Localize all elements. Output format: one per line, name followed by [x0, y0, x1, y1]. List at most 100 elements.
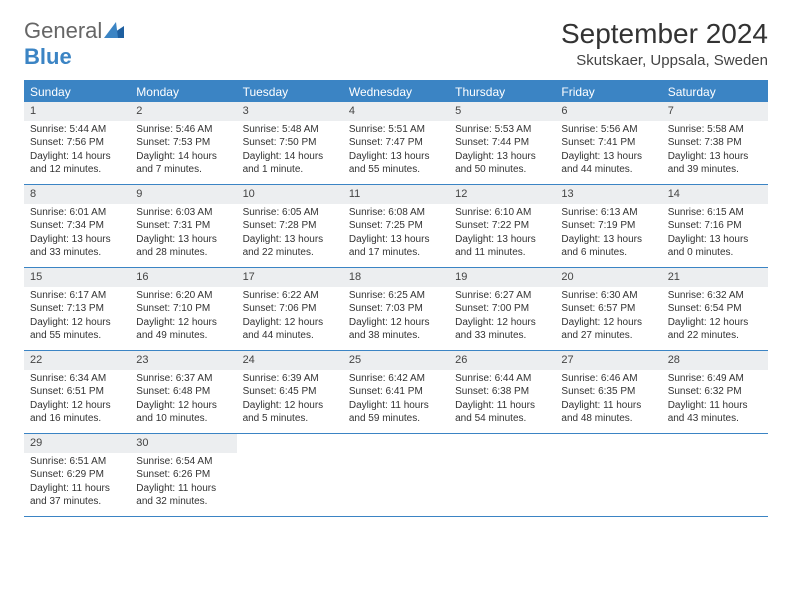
- day-number: 5: [449, 102, 555, 121]
- day-body: Sunrise: 6:49 AMSunset: 6:32 PMDaylight:…: [662, 370, 768, 430]
- day-cell: 30Sunrise: 6:54 AMSunset: 6:26 PMDayligh…: [130, 434, 236, 516]
- daylight-text: Daylight: 11 hours and 54 minutes.: [455, 399, 549, 426]
- day-cell: 10Sunrise: 6:05 AMSunset: 7:28 PMDayligh…: [237, 185, 343, 267]
- day-header: Monday: [130, 82, 236, 102]
- sunrise-text: Sunrise: 6:54 AM: [136, 455, 230, 469]
- day-body: Sunrise: 6:25 AMSunset: 7:03 PMDaylight:…: [343, 287, 449, 347]
- day-header: Wednesday: [343, 82, 449, 102]
- sunrise-text: Sunrise: 5:48 AM: [243, 123, 337, 137]
- sunrise-text: Sunrise: 5:46 AM: [136, 123, 230, 137]
- day-cell: 4Sunrise: 5:51 AMSunset: 7:47 PMDaylight…: [343, 102, 449, 184]
- day-number: 25: [343, 351, 449, 370]
- day-body: Sunrise: 6:39 AMSunset: 6:45 PMDaylight:…: [237, 370, 343, 430]
- day-number: 2: [130, 102, 236, 121]
- day-cell: 9Sunrise: 6:03 AMSunset: 7:31 PMDaylight…: [130, 185, 236, 267]
- day-body: Sunrise: 6:13 AMSunset: 7:19 PMDaylight:…: [555, 204, 661, 264]
- sunset-text: Sunset: 7:47 PM: [349, 136, 443, 150]
- day-cell: 15Sunrise: 6:17 AMSunset: 7:13 PMDayligh…: [24, 268, 130, 350]
- sunrise-text: Sunrise: 6:39 AM: [243, 372, 337, 386]
- sunrise-text: Sunrise: 6:15 AM: [668, 206, 762, 220]
- day-number: 30: [130, 434, 236, 453]
- daylight-text: Daylight: 12 hours and 16 minutes.: [30, 399, 124, 426]
- day-number: 26: [449, 351, 555, 370]
- daylight-text: Daylight: 12 hours and 55 minutes.: [30, 316, 124, 343]
- day-body: Sunrise: 6:01 AMSunset: 7:34 PMDaylight:…: [24, 204, 130, 264]
- daylight-text: Daylight: 12 hours and 27 minutes.: [561, 316, 655, 343]
- sunset-text: Sunset: 7:56 PM: [30, 136, 124, 150]
- day-body: Sunrise: 6:27 AMSunset: 7:00 PMDaylight:…: [449, 287, 555, 347]
- sunrise-text: Sunrise: 6:20 AM: [136, 289, 230, 303]
- day-number: 3: [237, 102, 343, 121]
- daylight-text: Daylight: 11 hours and 59 minutes.: [349, 399, 443, 426]
- day-cell: [237, 434, 343, 516]
- sunrise-text: Sunrise: 6:08 AM: [349, 206, 443, 220]
- daylight-text: Daylight: 13 hours and 11 minutes.: [455, 233, 549, 260]
- day-body: Sunrise: 6:51 AMSunset: 6:29 PMDaylight:…: [24, 453, 130, 513]
- sunrise-text: Sunrise: 6:27 AM: [455, 289, 549, 303]
- sunset-text: Sunset: 7:41 PM: [561, 136, 655, 150]
- day-body: Sunrise: 6:37 AMSunset: 6:48 PMDaylight:…: [130, 370, 236, 430]
- day-number: 24: [237, 351, 343, 370]
- sunrise-text: Sunrise: 6:01 AM: [30, 206, 124, 220]
- day-body: Sunrise: 6:34 AMSunset: 6:51 PMDaylight:…: [24, 370, 130, 430]
- day-cell: 23Sunrise: 6:37 AMSunset: 6:48 PMDayligh…: [130, 351, 236, 433]
- day-number: 27: [555, 351, 661, 370]
- daylight-text: Daylight: 14 hours and 12 minutes.: [30, 150, 124, 177]
- daylight-text: Daylight: 11 hours and 48 minutes.: [561, 399, 655, 426]
- day-header: Sunday: [24, 82, 130, 102]
- sunset-text: Sunset: 6:54 PM: [668, 302, 762, 316]
- day-cell: 28Sunrise: 6:49 AMSunset: 6:32 PMDayligh…: [662, 351, 768, 433]
- day-cell: 13Sunrise: 6:13 AMSunset: 7:19 PMDayligh…: [555, 185, 661, 267]
- sunrise-text: Sunrise: 6:34 AM: [30, 372, 124, 386]
- day-body: Sunrise: 5:48 AMSunset: 7:50 PMDaylight:…: [237, 121, 343, 181]
- day-number: 22: [24, 351, 130, 370]
- daylight-text: Daylight: 11 hours and 37 minutes.: [30, 482, 124, 509]
- day-number: 10: [237, 185, 343, 204]
- sunset-text: Sunset: 6:51 PM: [30, 385, 124, 399]
- day-number: 28: [662, 351, 768, 370]
- day-cell: 3Sunrise: 5:48 AMSunset: 7:50 PMDaylight…: [237, 102, 343, 184]
- day-cell: 26Sunrise: 6:44 AMSunset: 6:38 PMDayligh…: [449, 351, 555, 433]
- daylight-text: Daylight: 11 hours and 43 minutes.: [668, 399, 762, 426]
- day-body: Sunrise: 6:17 AMSunset: 7:13 PMDaylight:…: [24, 287, 130, 347]
- day-number: 19: [449, 268, 555, 287]
- location-subtitle: Skutskaer, Uppsala, Sweden: [561, 52, 768, 69]
- sunset-text: Sunset: 7:28 PM: [243, 219, 337, 233]
- daylight-text: Daylight: 12 hours and 22 minutes.: [668, 316, 762, 343]
- day-cell: 22Sunrise: 6:34 AMSunset: 6:51 PMDayligh…: [24, 351, 130, 433]
- day-number: 20: [555, 268, 661, 287]
- day-number: 6: [555, 102, 661, 121]
- day-cell: 8Sunrise: 6:01 AMSunset: 7:34 PMDaylight…: [24, 185, 130, 267]
- day-cell: [662, 434, 768, 516]
- day-number: 18: [343, 268, 449, 287]
- daylight-text: Daylight: 13 hours and 33 minutes.: [30, 233, 124, 260]
- day-number: 14: [662, 185, 768, 204]
- day-body: Sunrise: 5:56 AMSunset: 7:41 PMDaylight:…: [555, 121, 661, 181]
- sunrise-text: Sunrise: 5:44 AM: [30, 123, 124, 137]
- day-cell: 20Sunrise: 6:30 AMSunset: 6:57 PMDayligh…: [555, 268, 661, 350]
- day-cell: 19Sunrise: 6:27 AMSunset: 7:00 PMDayligh…: [449, 268, 555, 350]
- day-body: Sunrise: 6:32 AMSunset: 6:54 PMDaylight:…: [662, 287, 768, 347]
- sunrise-text: Sunrise: 6:42 AM: [349, 372, 443, 386]
- day-number: 11: [343, 185, 449, 204]
- day-body: Sunrise: 6:22 AMSunset: 7:06 PMDaylight:…: [237, 287, 343, 347]
- sunrise-text: Sunrise: 6:17 AM: [30, 289, 124, 303]
- sunrise-text: Sunrise: 6:10 AM: [455, 206, 549, 220]
- day-body: Sunrise: 5:53 AMSunset: 7:44 PMDaylight:…: [449, 121, 555, 181]
- day-number: 4: [343, 102, 449, 121]
- day-cell: 7Sunrise: 5:58 AMSunset: 7:38 PMDaylight…: [662, 102, 768, 184]
- sunset-text: Sunset: 7:31 PM: [136, 219, 230, 233]
- sunrise-text: Sunrise: 6:22 AM: [243, 289, 337, 303]
- sunrise-text: Sunrise: 6:05 AM: [243, 206, 337, 220]
- sunset-text: Sunset: 7:34 PM: [30, 219, 124, 233]
- day-header: Friday: [555, 82, 661, 102]
- day-number: 13: [555, 185, 661, 204]
- sunset-text: Sunset: 6:48 PM: [136, 385, 230, 399]
- logo: GeneralBlue: [24, 18, 124, 70]
- sunrise-text: Sunrise: 6:46 AM: [561, 372, 655, 386]
- day-number: 23: [130, 351, 236, 370]
- day-cell: 2Sunrise: 5:46 AMSunset: 7:53 PMDaylight…: [130, 102, 236, 184]
- daylight-text: Daylight: 13 hours and 17 minutes.: [349, 233, 443, 260]
- daylight-text: Daylight: 13 hours and 28 minutes.: [136, 233, 230, 260]
- day-body: Sunrise: 6:44 AMSunset: 6:38 PMDaylight:…: [449, 370, 555, 430]
